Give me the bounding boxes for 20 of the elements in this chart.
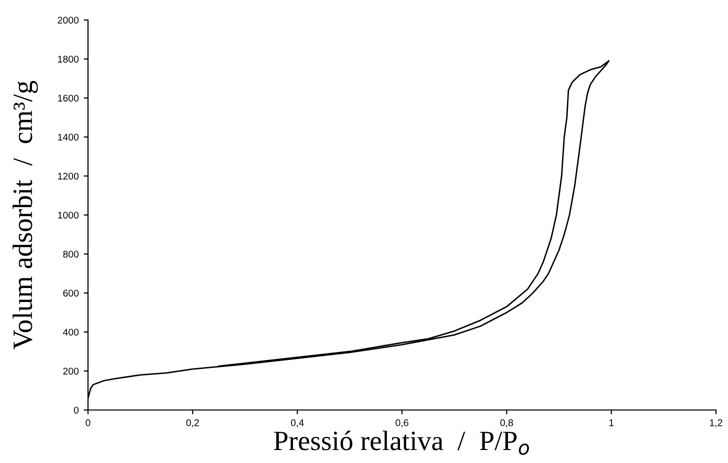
y-tick-label: 400 xyxy=(62,328,79,336)
x-tick-label: 0 xyxy=(86,419,90,426)
y-axis-title: Volum adsorbit / cm³/g xyxy=(12,80,38,350)
x-tick-label: 0,8 xyxy=(500,419,513,428)
y-tick-label: 1800 xyxy=(58,56,79,63)
y-tick-label: 1400 xyxy=(58,134,79,141)
y-tick-label: 1600 xyxy=(58,94,79,102)
x-tick-label: 1 xyxy=(609,419,614,426)
x-tick-label: 0,4 xyxy=(290,419,304,428)
y-tick-label: 0 xyxy=(74,406,79,414)
y-tick-label: 800 xyxy=(63,250,79,258)
y-tick-label: 2000 xyxy=(58,16,79,24)
x-tick-label: 0,6 xyxy=(396,419,408,428)
y-tick-label: 200 xyxy=(63,368,79,375)
y-tick-label: 600 xyxy=(63,290,79,297)
x-tick-label: 1,2 xyxy=(710,419,722,428)
x-tick-label: 0,2 xyxy=(186,419,199,428)
x-axis-title: Pressió relativa / P/P$_{o}$ xyxy=(274,430,529,455)
y-tick-label: 1000 xyxy=(58,212,79,219)
y-tick-label: 1200 xyxy=(58,172,79,180)
